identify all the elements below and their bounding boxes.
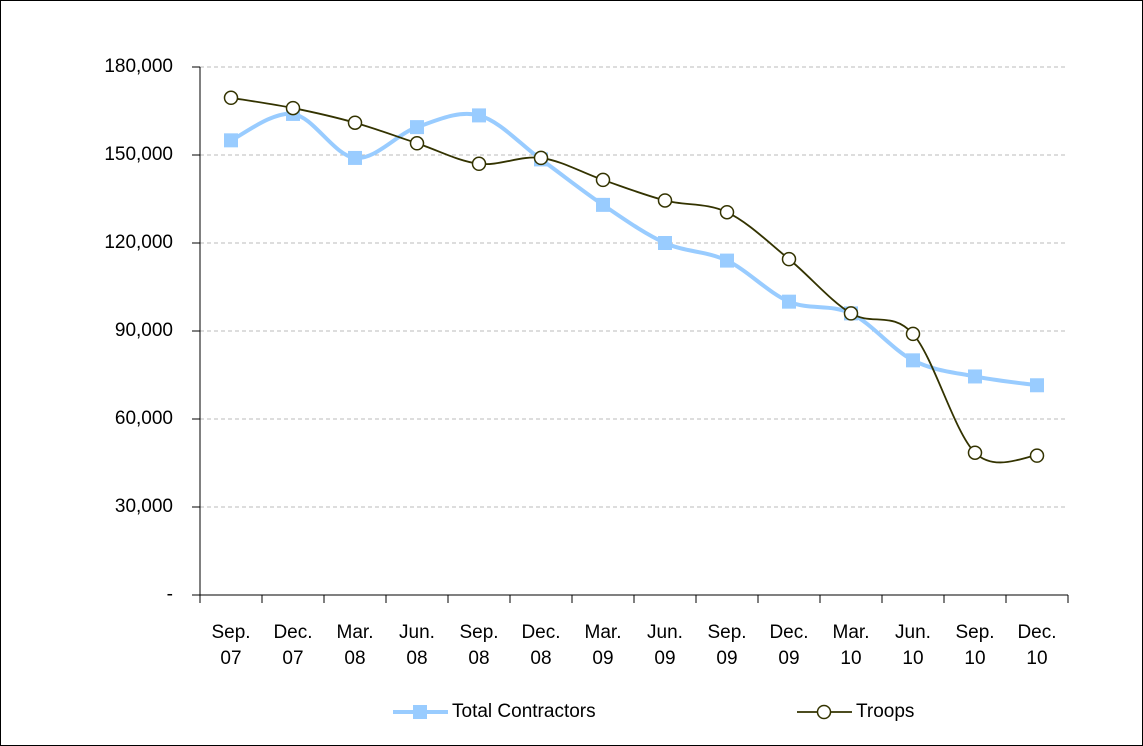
data-point [968,369,982,384]
x-tick-label: 08 [530,648,551,669]
x-tick-label: 08 [468,648,489,669]
x-tick-label: 07 [282,648,303,669]
data-point [472,108,486,123]
x-tick-label: Sep. [707,622,746,643]
y-tick-label: 120,000 [104,232,173,253]
data-point [348,150,362,165]
x-tick-label: Dec. [1017,622,1056,643]
x-tick-label: Jun. [399,622,435,643]
x-tick-label: Sep. [955,622,994,643]
data-point [720,253,734,268]
x-tick-label: 07 [220,648,241,669]
data-point [906,353,920,368]
x-tick-label: 10 [1026,648,1047,669]
y-tick-label: 150,000 [104,144,173,165]
data-point [967,445,983,460]
data-point [347,115,363,130]
x-tick-label: 10 [964,648,985,669]
legend-marker [413,705,427,719]
y-tick-label: 180,000 [104,56,173,77]
data-point [782,294,796,309]
x-tick-label: Mar. [337,622,374,643]
data-point [533,150,549,166]
x-tick-label: 08 [344,648,365,669]
data-point [843,306,859,321]
x-tick-label: 09 [716,648,737,669]
legend-marker [816,704,832,720]
x-tick-label: 09 [778,648,799,669]
data-point [224,133,238,148]
data-point [719,204,735,220]
x-tick-label: Sep. [211,622,250,643]
x-tick-label: Mar. [833,622,870,643]
x-tick-label: Jun. [895,622,931,643]
data-point [595,172,611,188]
y-tick-label: - [167,584,173,605]
y-tick-label: 90,000 [115,320,173,341]
data-point [285,100,301,116]
y-tick-label: 30,000 [115,496,173,517]
data-point [410,120,424,135]
data-point [596,197,610,212]
x-tick-label: 09 [654,648,675,669]
x-tick-label: 09 [592,648,613,669]
data-point [223,90,239,106]
x-tick-label: Sep. [459,622,498,643]
data-point [905,326,921,342]
x-tick-label: 10 [902,648,923,669]
x-tick-label: 10 [840,648,861,669]
x-tick-label: Dec. [521,622,560,643]
legend-label: Troops [856,701,914,722]
data-point [471,156,487,172]
legend-label: Total Contractors [452,701,596,722]
data-point [409,136,425,151]
data-point [1030,378,1044,393]
x-tick-label: 08 [406,648,427,669]
data-point [1029,448,1045,463]
x-tick-label: Dec. [769,622,808,643]
x-tick-label: Mar. [585,622,622,643]
x-tick-label: Dec. [273,622,312,643]
data-point [781,251,797,267]
data-point [658,236,672,250]
y-tick-label: 60,000 [115,408,173,429]
x-tick-label: Jun. [647,622,683,643]
data-point [657,193,673,208]
